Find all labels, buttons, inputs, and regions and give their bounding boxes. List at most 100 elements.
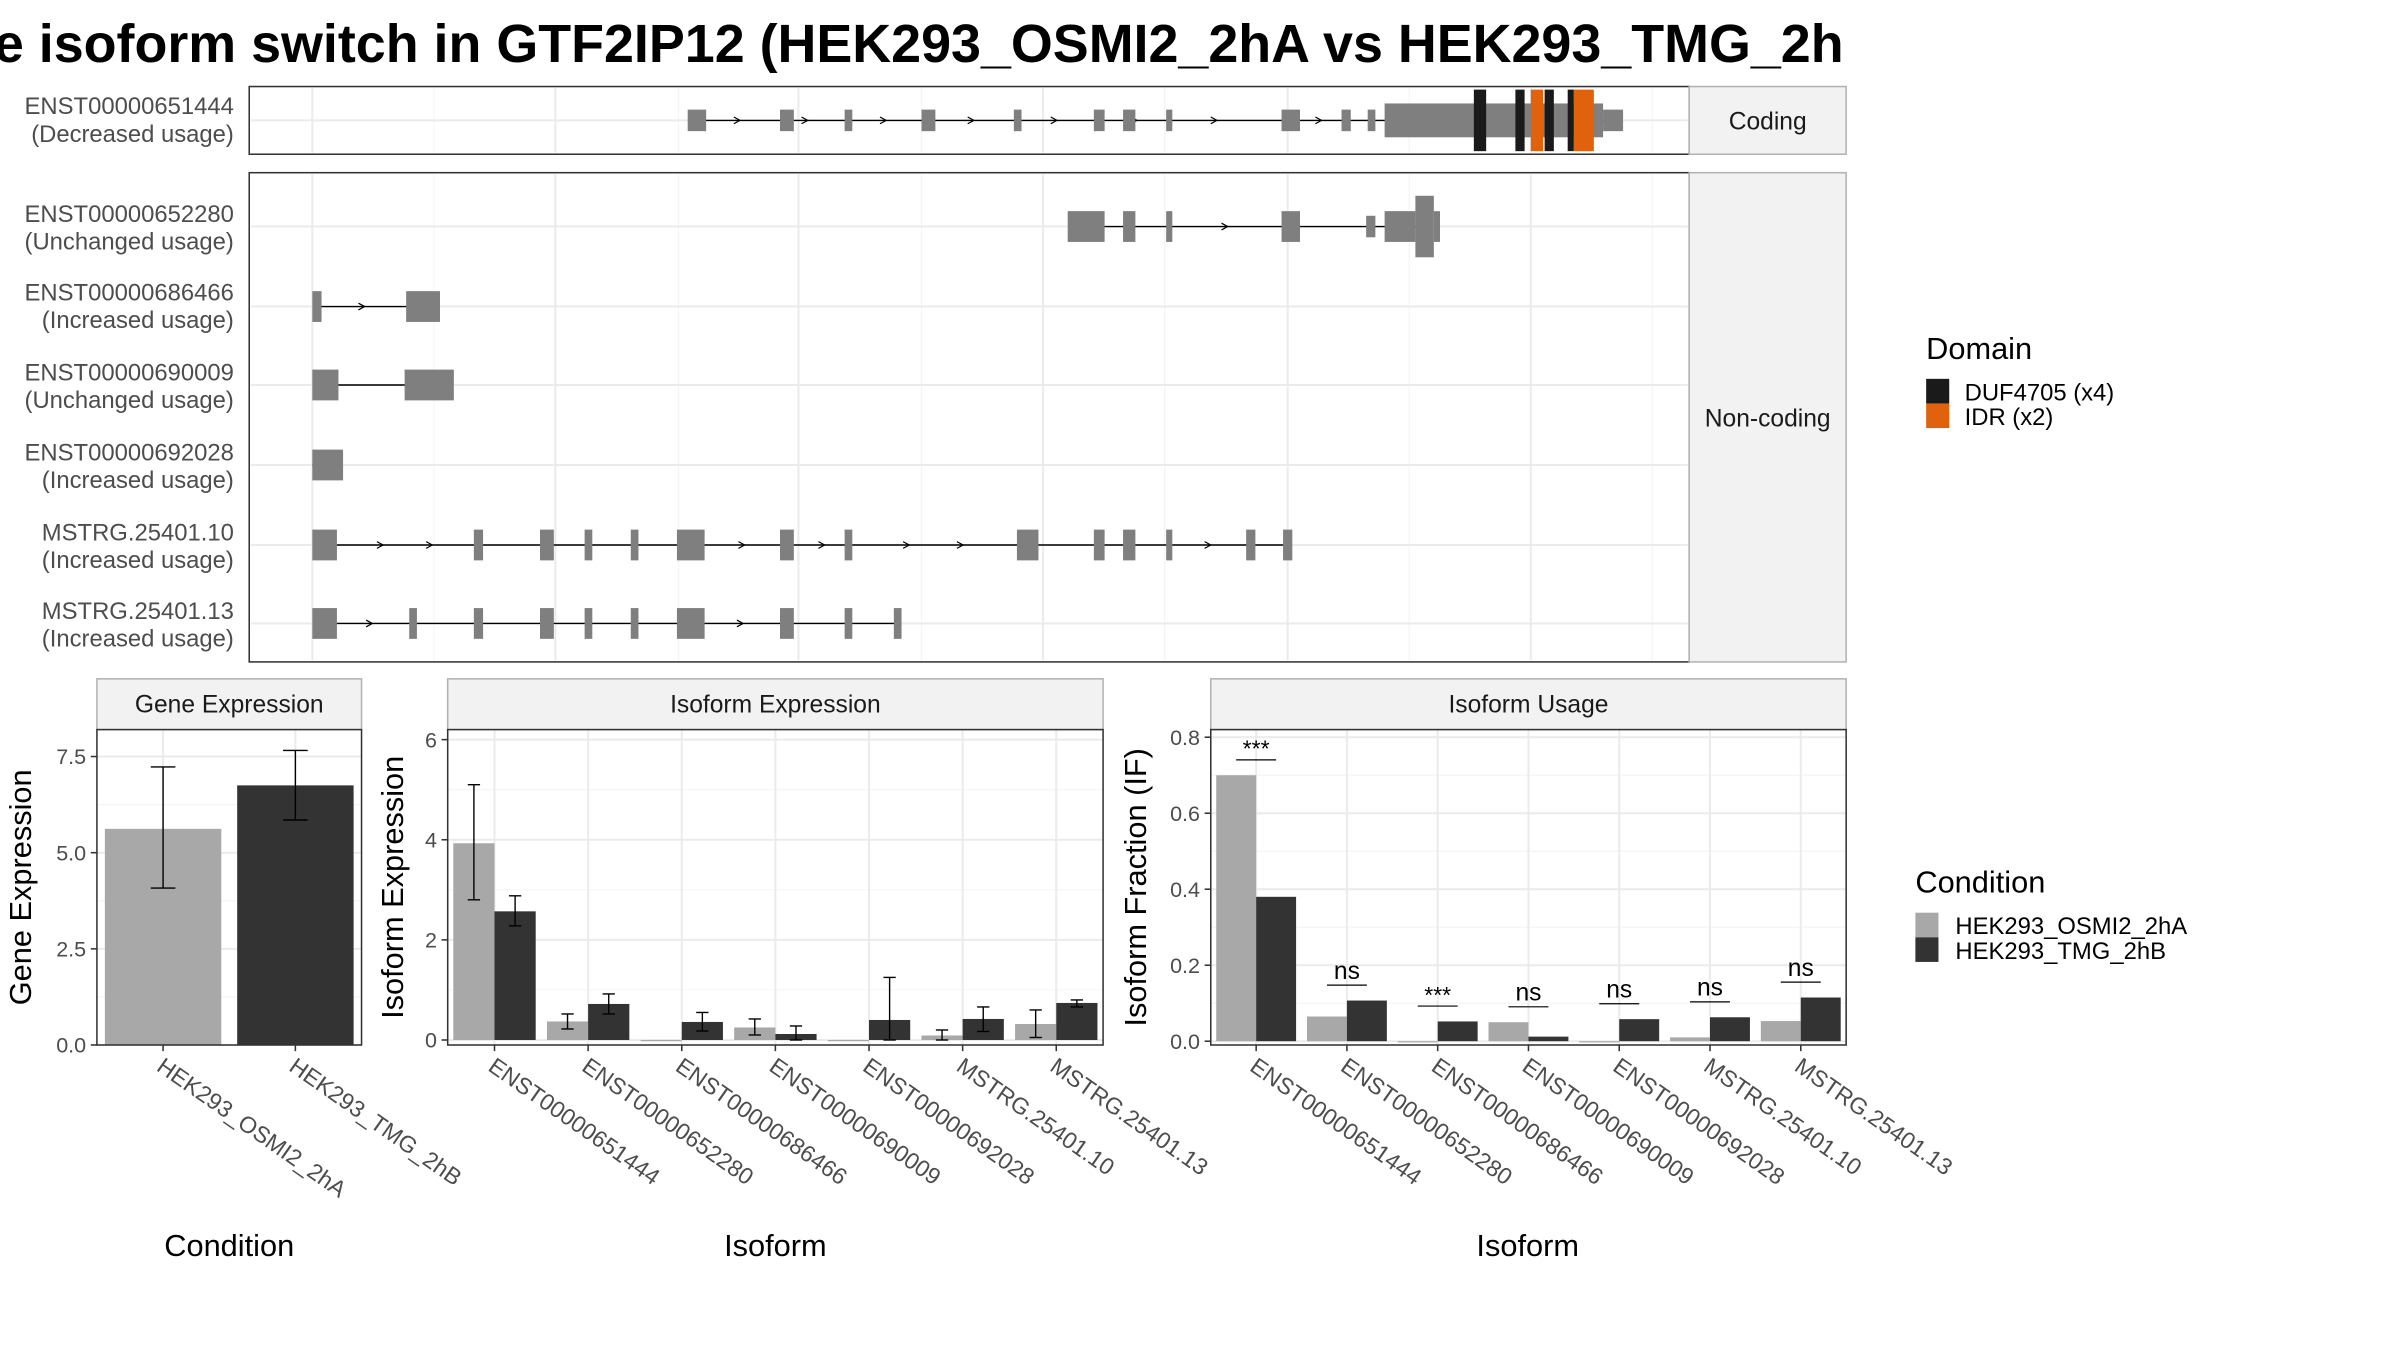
exon-block	[921, 109, 936, 132]
domain-block	[1530, 89, 1544, 152]
exon-block	[676, 529, 705, 561]
transcript-label: ENST00000690009 (Unchanged usage)	[25, 359, 234, 414]
exon-block	[1123, 211, 1136, 242]
exon-block	[1283, 529, 1293, 561]
exon-block	[1123, 529, 1136, 561]
exon-block	[1016, 529, 1039, 561]
exon-block	[844, 109, 853, 132]
bar	[1528, 1036, 1569, 1042]
domain-block	[1544, 89, 1554, 152]
exon-block	[1384, 211, 1416, 242]
x-tick-label: MSTRG.25401.13	[1046, 1052, 1213, 1180]
noncoding-panel	[248, 171, 1690, 663]
significance-label: ns	[1515, 980, 1541, 1007]
x-tick-label: ENST00000652280	[578, 1052, 759, 1190]
transcript-label: MSTRG.25401.13 (Increased usage)	[42, 598, 234, 653]
intron-direction-arrow	[956, 541, 965, 549]
intron-direction-arrow	[733, 116, 742, 125]
bar	[1619, 1019, 1660, 1042]
legend-swatch-tmg	[1915, 937, 1939, 962]
x-tick-label: MSTRG.25401.10	[1699, 1052, 1866, 1180]
y-tick-label: 2.5	[56, 938, 86, 962]
y-tick-label: 0.4	[1170, 878, 1200, 902]
panel-border	[96, 728, 363, 1046]
exon-block	[1415, 195, 1434, 258]
x-tick-label: MSTRG.25401.10	[952, 1052, 1119, 1180]
exon-block	[893, 608, 902, 639]
legend-label-tmg: HEK293_TMG_2hB	[1955, 938, 2166, 965]
bar	[1760, 1021, 1801, 1042]
noncoding-strip	[1688, 171, 1847, 663]
legend-label-duf4705: DUF4705 (x4)	[1965, 379, 2115, 406]
bar	[1346, 1000, 1387, 1042]
bar	[1256, 896, 1297, 1042]
exon-block	[404, 369, 454, 401]
legend-swatch-duf4705	[1926, 378, 1950, 404]
x-axis-title: Isoform	[1476, 1228, 1579, 1263]
condition-legend-title: Condition	[1915, 865, 2045, 900]
panel-title: Gene Expression	[135, 692, 324, 719]
bar	[1437, 1021, 1478, 1042]
exon-block	[312, 529, 337, 561]
exon-block	[687, 109, 707, 132]
y-tick-label: 6	[425, 728, 437, 752]
exon-block	[630, 529, 639, 561]
exon-block	[780, 608, 794, 639]
domain-block	[1573, 89, 1594, 152]
bar	[1800, 997, 1841, 1042]
bar	[1579, 1041, 1620, 1043]
intron-direction-arrow	[738, 541, 746, 549]
exon-block	[1013, 109, 1022, 132]
y-tick-label: 0.0	[1170, 1030, 1200, 1054]
bar	[494, 911, 536, 1040]
panel-border	[1210, 728, 1847, 1046]
intron-direction-arrow	[358, 302, 366, 311]
y-axis-title: Isoform Fraction (IF)	[1118, 748, 1153, 1027]
significance-label: ***	[1243, 736, 1270, 762]
y-tick-label: 0.0	[56, 1034, 86, 1058]
exon-block	[1366, 215, 1376, 238]
intron-direction-arrow	[902, 541, 911, 549]
y-tick-label: 0.6	[1170, 802, 1200, 826]
y-tick-label: 4	[425, 828, 437, 852]
bar	[1306, 1016, 1347, 1042]
transcript-labels: ENST00000651444 (Decreased usage) ENST000…	[25, 93, 234, 652]
exon-block	[1067, 211, 1105, 242]
exon-block	[1603, 109, 1624, 132]
intron-direction-arrow	[425, 541, 434, 549]
exon-block	[406, 291, 440, 322]
transcript-label: ENST00000652280 (Unchanged usage)	[25, 201, 234, 256]
x-tick-label: ENST00000686466	[671, 1052, 852, 1190]
bar	[1056, 1002, 1098, 1040]
exon-block	[1166, 109, 1173, 132]
domain-block	[1515, 89, 1525, 152]
significance-label: ns	[1334, 958, 1360, 985]
exon-block	[1166, 211, 1173, 242]
y-axis-title: Isoform Expression	[375, 756, 410, 1019]
bar	[1710, 1017, 1750, 1042]
bar	[640, 1039, 682, 1042]
transcript-label: ENST00000686466 (Increased usage)	[25, 279, 234, 334]
exon-block	[780, 529, 794, 561]
exon-block	[780, 109, 794, 132]
exon-block	[1166, 529, 1173, 561]
significance-label: ns	[1788, 955, 1814, 982]
intron-direction-arrow	[967, 116, 976, 125]
intron-direction-arrow	[1221, 222, 1229, 231]
y-tick-label: 2	[425, 929, 437, 953]
panel-border	[446, 728, 1104, 1046]
exon-block	[630, 608, 639, 639]
intron-direction-arrow	[376, 541, 385, 549]
bar	[1397, 1041, 1438, 1043]
isoform-expression-chart: Isoform Expression0246ENST00000651444ENS…	[375, 678, 1213, 1263]
intron-direction-arrow	[1050, 116, 1059, 125]
exon-block	[312, 449, 344, 481]
y-tick-label: 5.0	[56, 841, 86, 865]
transcript-label: ENST00000692028 (Increased usage)	[25, 439, 234, 494]
intron-direction-arrow	[801, 116, 809, 125]
exon-block	[584, 529, 593, 561]
exon-block	[1093, 529, 1105, 561]
transcript-label: ENST00000651444 (Decreased usage)	[25, 93, 234, 148]
exon-block	[540, 608, 554, 639]
